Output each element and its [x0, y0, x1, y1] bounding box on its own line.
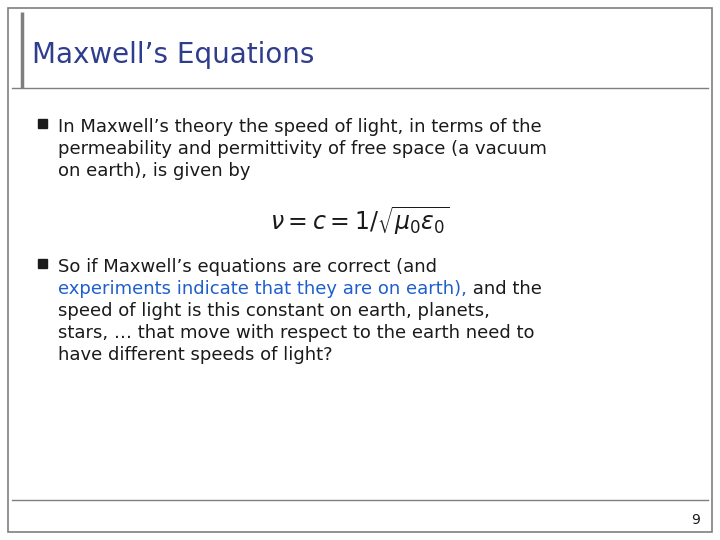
Text: experiments indicate that they are on earth),: experiments indicate that they are on ea…: [58, 280, 467, 298]
Text: have different speeds of light?: have different speeds of light?: [58, 346, 333, 364]
Bar: [38, 119, 47, 128]
Bar: [38, 259, 47, 268]
Text: and the: and the: [467, 280, 541, 298]
Text: on earth), is given by: on earth), is given by: [58, 162, 251, 180]
Text: stars, … that move with respect to the earth need to: stars, … that move with respect to the e…: [58, 324, 534, 342]
Text: Maxwell’s Equations: Maxwell’s Equations: [32, 41, 315, 69]
Text: In Maxwell’s theory the speed of light, in terms of the: In Maxwell’s theory the speed of light, …: [58, 118, 541, 136]
Text: So if Maxwell’s equations are correct (and: So if Maxwell’s equations are correct (a…: [58, 258, 437, 276]
Text: 9: 9: [691, 513, 700, 527]
Text: permeability and permittivity of free space (a vacuum: permeability and permittivity of free sp…: [58, 140, 547, 158]
Text: $\nu = c = 1/\sqrt{\mu_0 \varepsilon_0}$: $\nu = c = 1/\sqrt{\mu_0 \varepsilon_0}$: [270, 205, 450, 237]
Text: speed of light is this constant on earth, planets,: speed of light is this constant on earth…: [58, 302, 490, 320]
